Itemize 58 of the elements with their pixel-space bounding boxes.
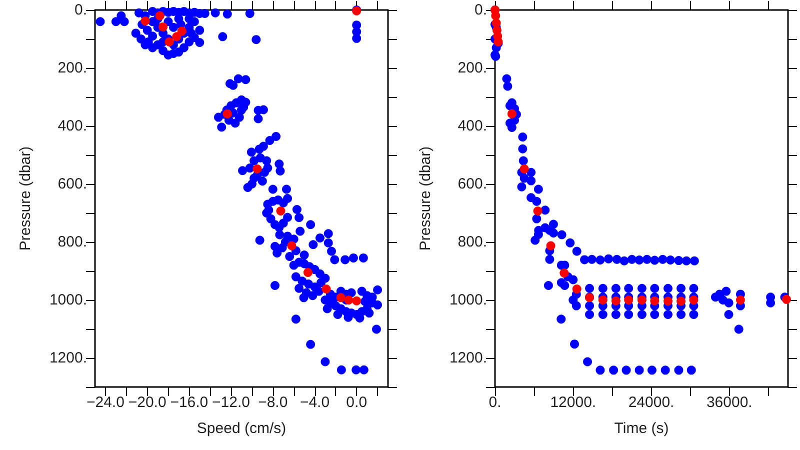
point [287,241,296,250]
point [155,11,164,20]
point [572,284,582,294]
point [546,241,556,250]
point [336,293,346,302]
x-tick-label: 0. [488,394,502,411]
point [172,32,182,42]
y-tick-label: 800. [458,234,487,250]
point [222,109,232,118]
point [303,268,312,277]
y-tick-label: 0. [74,2,87,18]
x-tick-label: −12.0 [212,394,250,411]
y-tick-label: 600. [58,176,87,192]
point [664,296,672,306]
y-tick-label: 600. [458,176,487,192]
point [736,296,745,304]
x-tick-label: 12000. [550,394,596,411]
x-tick-label: −8.0 [258,394,288,411]
point [611,296,620,306]
point [624,296,634,304]
y-tick-label: 1200. [449,350,487,366]
point [598,296,608,304]
point [276,206,286,216]
x-axis-title: Time (s) [614,420,669,437]
point [560,268,569,278]
point [352,296,362,306]
x-tick-label: 0.0 [346,394,368,411]
y-axis-title: Pressure (dbar) [17,146,34,251]
point [520,164,529,174]
x-tick-label: 24000. [628,394,674,411]
point [158,22,168,32]
y-tick-label: 800. [58,234,87,250]
point [507,109,516,118]
point [322,284,331,294]
x-tick-label: −16.0 [170,394,208,411]
point [533,206,542,216]
y-tick-label: 400. [458,118,487,134]
y-axis-title: Pressure (dbar) [417,146,434,251]
y-tick-label: 200. [458,60,487,76]
point [637,296,646,304]
y-tick-label: 0. [474,2,487,18]
x-axis-title: Speed (cm/s) [196,420,286,437]
point [689,296,698,304]
y-tick-label: 400. [58,118,87,134]
x-tick-label: 36000. [706,394,752,411]
x-tick-label: −20.0 [128,394,166,411]
y-tick-label: 1200. [49,350,87,366]
point [140,16,150,26]
x-tick-label: −4.0 [300,394,330,411]
point [164,37,174,46]
point [650,296,660,306]
point [676,296,686,306]
y-tick-label: 1000. [49,292,87,308]
y-tick-label: 200. [58,60,87,76]
x-tick-label: −24.0 [86,394,124,411]
point [344,296,354,304]
point [252,164,262,174]
y-tick-label: 1000. [449,292,487,308]
